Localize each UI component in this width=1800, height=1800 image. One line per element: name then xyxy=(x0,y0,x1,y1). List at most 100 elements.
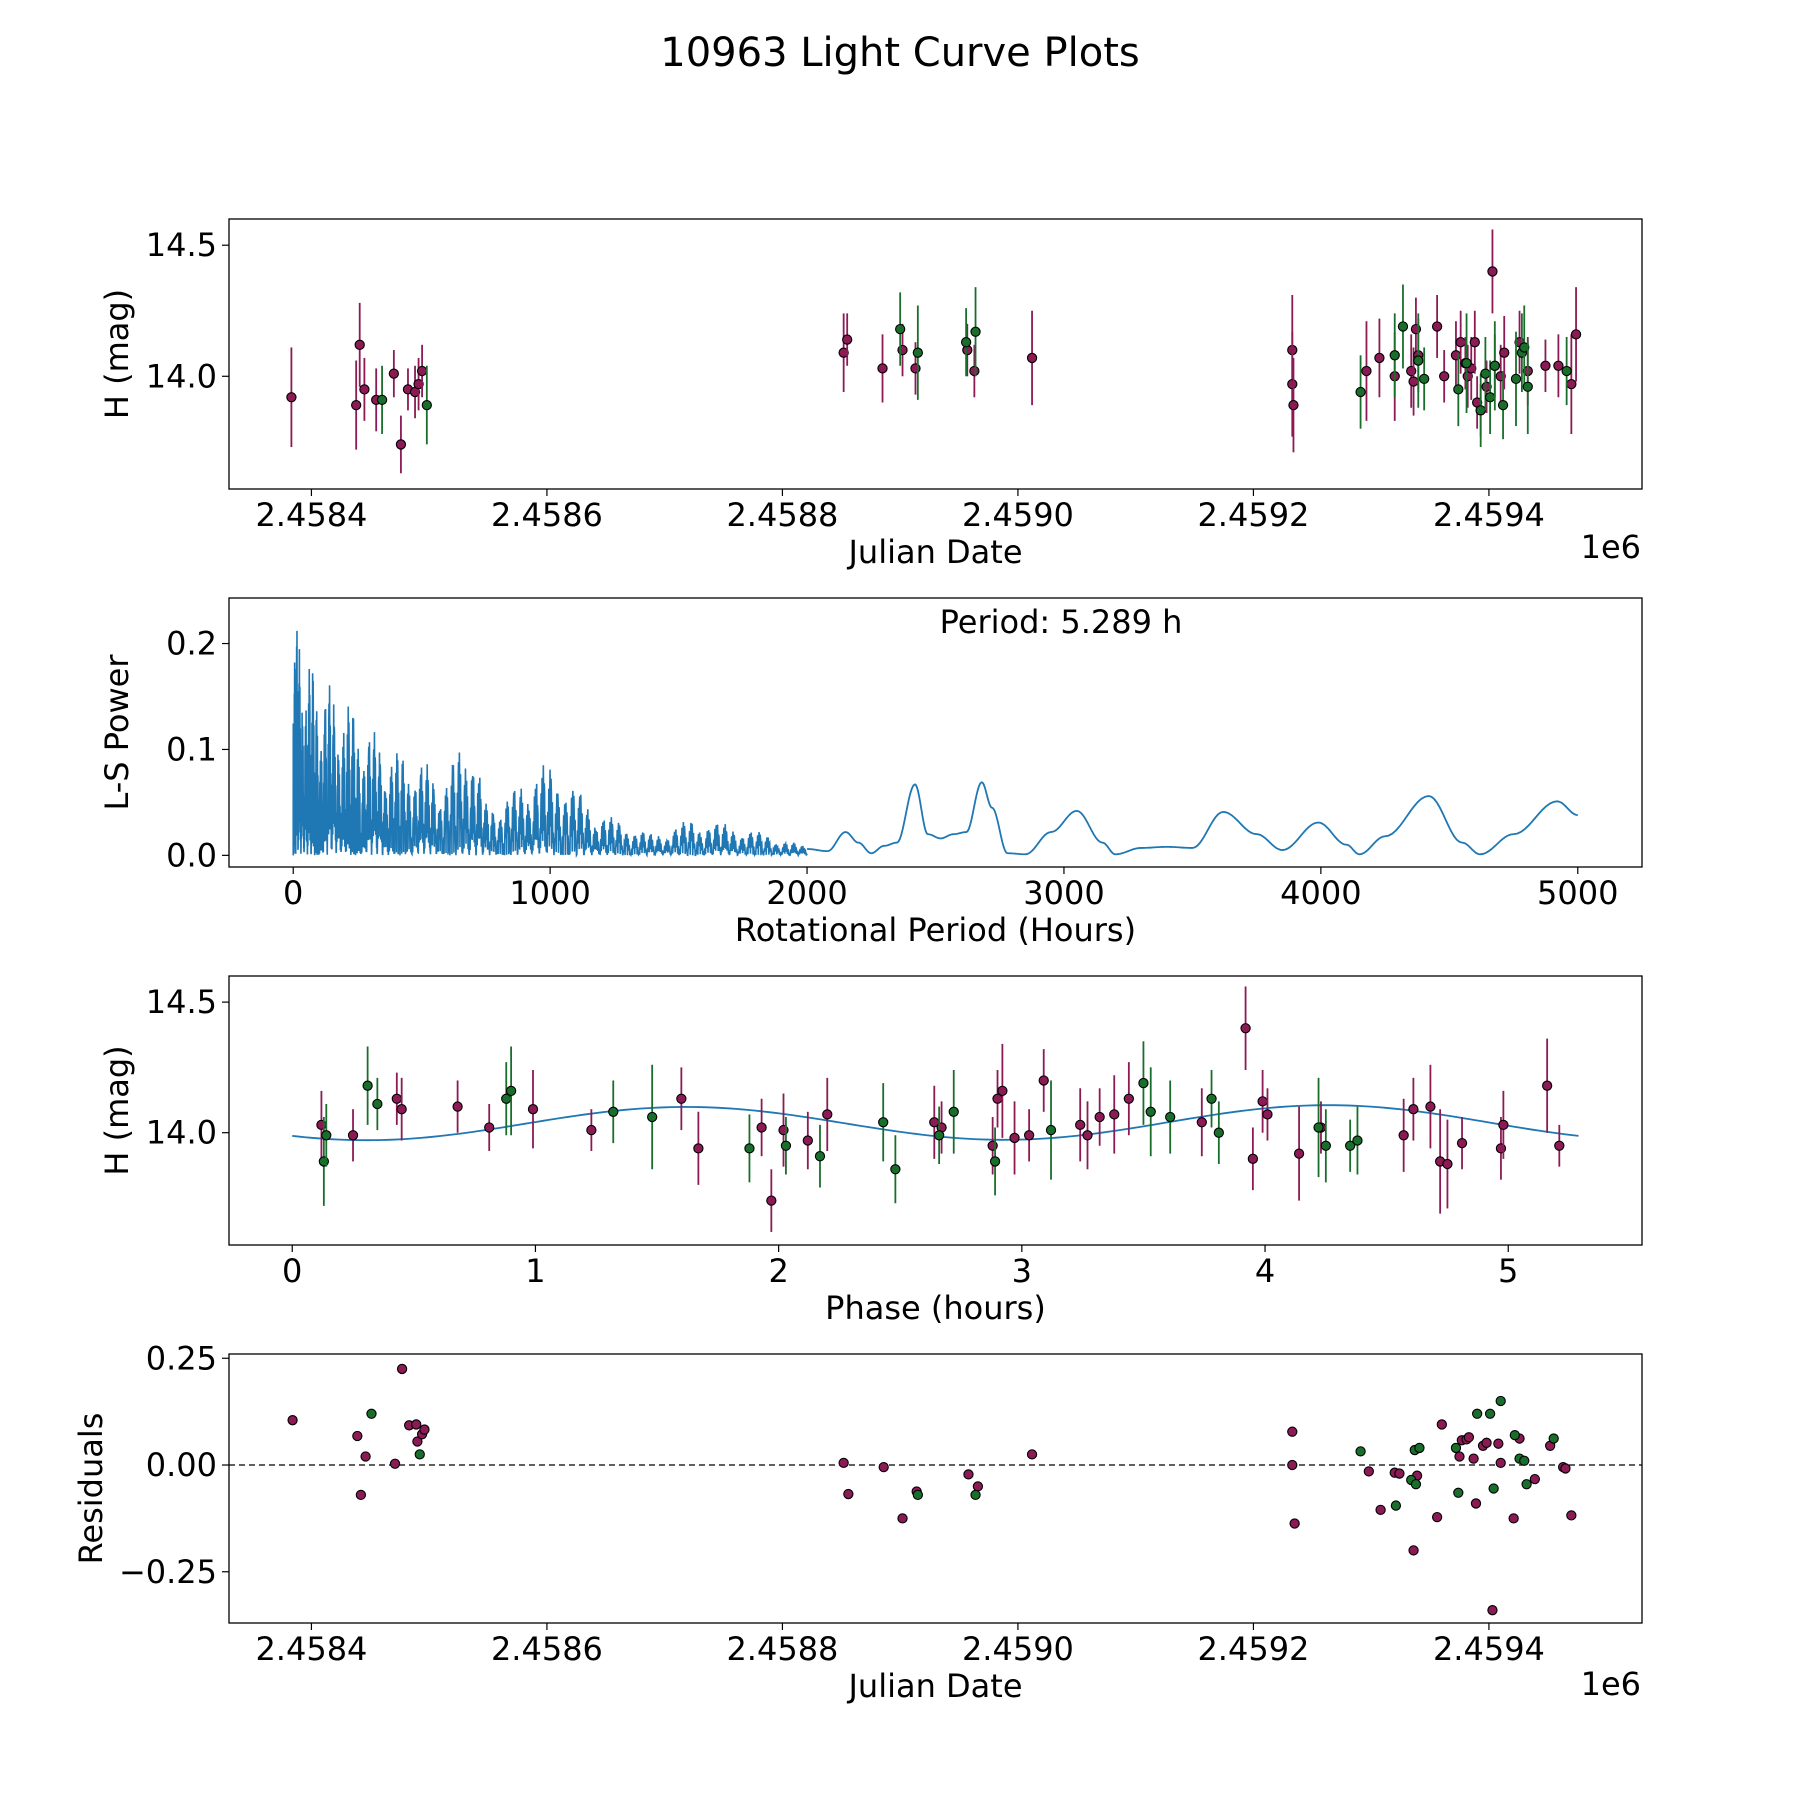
data-point-g xyxy=(505,1085,517,1097)
data-point-r xyxy=(388,368,399,379)
data-point-g xyxy=(1475,405,1486,416)
data-point-r xyxy=(527,1104,539,1115)
x-tick-label: 1000 xyxy=(509,874,590,912)
data-point-r xyxy=(1123,1093,1134,1104)
x-axis-label: Phase (hours) xyxy=(825,1289,1046,1327)
axes-frame xyxy=(228,1353,1643,1624)
data-point-g xyxy=(878,1117,889,1128)
x-tick-label: 2.4584 xyxy=(255,496,367,534)
data-point-r xyxy=(997,1085,1008,1097)
data-point-r xyxy=(1375,1504,1386,1515)
data-point-r xyxy=(1508,1513,1519,1524)
data-point-r xyxy=(1456,1137,1468,1149)
periodogram-panel: 0 1000 2000 3000 4000 5000 0.0 0.1 0.2 Rotational… xyxy=(98,597,1643,949)
axes-frame xyxy=(228,597,1643,868)
data-point-r xyxy=(1436,1419,1447,1430)
data-point-r xyxy=(412,1436,423,1447)
data-point-g xyxy=(1453,384,1464,395)
data-point-r xyxy=(676,1093,687,1104)
data-point-g xyxy=(1355,1446,1366,1457)
data-point-r xyxy=(1026,1449,1038,1460)
x-tick-label: 2.4592 xyxy=(1197,496,1309,534)
data-point-r xyxy=(347,1130,359,1141)
data-point-r xyxy=(1247,1153,1259,1164)
data-point-r xyxy=(766,1195,777,1206)
data-point-r xyxy=(1363,1466,1374,1477)
residuals-panel: 2.4584 2.4586 2.4588 2.4590 2.4592 2.4594 −0.2… xyxy=(72,1339,1643,1705)
data-point-g xyxy=(1561,365,1572,377)
x-tick-label: 2.4594 xyxy=(1433,496,1545,534)
data-point-r xyxy=(1262,1109,1273,1120)
data-point-g xyxy=(1484,392,1496,403)
data-point-r xyxy=(1469,337,1480,348)
data-point-r xyxy=(1455,337,1466,348)
data-point-r xyxy=(1361,365,1372,377)
y-tick-label: 0.1 xyxy=(166,730,217,768)
data-point-g xyxy=(933,1130,945,1141)
data-point-r xyxy=(1408,1545,1419,1556)
data-point-r xyxy=(1499,347,1510,358)
data-point-r xyxy=(391,1093,402,1104)
data-point-r xyxy=(756,1122,767,1133)
data-point-g xyxy=(1355,386,1366,398)
offset-label-bottom: 1e6 xyxy=(1581,1665,1641,1703)
data-point-r xyxy=(286,392,297,403)
data-point-g xyxy=(1489,360,1500,371)
data-point-r xyxy=(1554,1140,1565,1151)
data-point-r xyxy=(1425,1101,1436,1112)
data-point-r xyxy=(1038,1075,1049,1086)
figure-title: 10963 Light Curve Plots xyxy=(660,30,1139,76)
data-point-r xyxy=(287,1415,298,1426)
plot-area xyxy=(286,229,1582,474)
y-tick-label: −0.25 xyxy=(119,1553,217,1591)
data-point-r xyxy=(1257,1096,1268,1107)
data-point-g xyxy=(912,347,923,358)
data-point-g xyxy=(1472,1408,1483,1419)
data-point-r xyxy=(1398,1130,1409,1141)
x-tick-label: 2000 xyxy=(766,874,847,912)
data-point-g xyxy=(1410,1479,1422,1490)
data-point-r xyxy=(693,1143,704,1154)
data-point-r xyxy=(360,1451,371,1462)
data-point-r xyxy=(1196,1117,1207,1128)
data-point-g xyxy=(1165,1111,1176,1123)
data-point-r xyxy=(416,365,428,377)
data-point-r xyxy=(838,347,849,358)
data-point-r xyxy=(1481,1437,1492,1448)
data-point-g xyxy=(1453,1487,1464,1498)
data-point-g xyxy=(1320,1140,1331,1151)
data-point-r xyxy=(419,1424,430,1435)
data-point-r xyxy=(802,1135,813,1146)
data-point-r xyxy=(1293,1148,1305,1159)
data-point-g xyxy=(1045,1124,1057,1136)
x-tick-label: 2.4586 xyxy=(491,496,603,534)
data-point-r xyxy=(1495,1457,1506,1469)
data-point-g xyxy=(608,1106,619,1117)
data-point-g xyxy=(414,1449,425,1460)
data-point-g xyxy=(744,1143,755,1154)
x-axis-label: Julian Date xyxy=(846,1667,1022,1705)
data-point-r xyxy=(1487,266,1498,277)
phased-curve-panel: 0 1 2 3 4 5 14.0 14.5 Phase (hours) H (mag) xyxy=(98,975,1643,1327)
plot-area xyxy=(292,630,1578,859)
y-tick-label: 14.5 xyxy=(146,983,217,1021)
x-tick-label: 0 xyxy=(283,874,303,912)
data-point-r xyxy=(1553,360,1564,371)
data-point-r xyxy=(897,1513,908,1524)
data-point-g xyxy=(1313,1122,1324,1133)
data-point-r xyxy=(877,363,888,374)
data-point-r xyxy=(396,1363,408,1375)
data-point-g xyxy=(1548,1433,1559,1444)
data-point-r xyxy=(1287,378,1298,390)
data-point-g xyxy=(1345,1140,1356,1151)
data-point-r xyxy=(1439,371,1450,382)
data-point-r xyxy=(1408,1104,1419,1115)
data-point-r xyxy=(1289,1518,1300,1529)
periodogram-line-dense xyxy=(292,630,808,859)
data-point-r xyxy=(1463,1432,1475,1443)
data-point-r xyxy=(1454,1451,1465,1462)
y-tick-label: 0.25 xyxy=(146,1339,217,1377)
x-tick-label: 2.4588 xyxy=(726,1630,838,1668)
data-point-g xyxy=(780,1140,792,1151)
